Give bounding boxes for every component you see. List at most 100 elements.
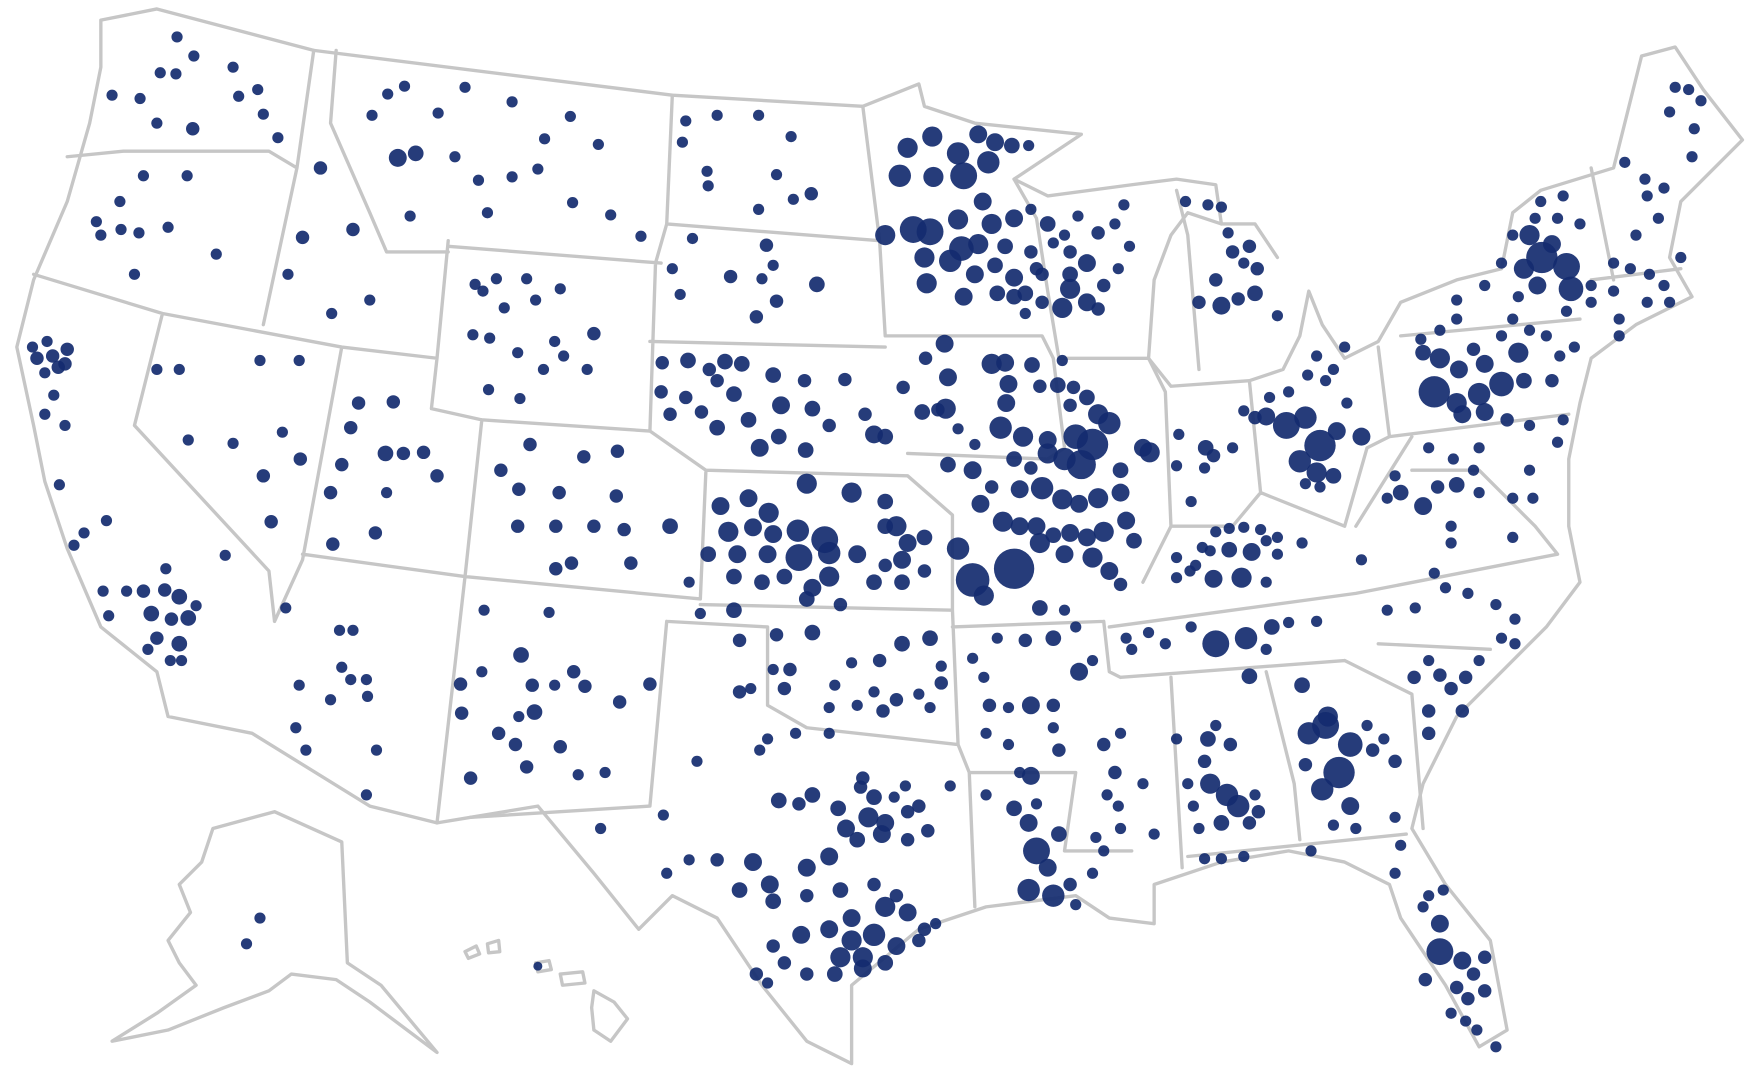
bubble-marker	[254, 912, 266, 924]
bubble-marker	[1421, 726, 1436, 741]
bubble-marker	[1250, 261, 1264, 276]
bubble-marker	[1554, 350, 1566, 362]
bubble-marker	[1170, 572, 1183, 584]
bubble-marker	[1187, 800, 1199, 812]
bubble-marker	[967, 652, 979, 664]
bubble-marker	[924, 701, 936, 714]
bubble-marker	[1210, 719, 1222, 732]
bubble-marker	[1225, 245, 1240, 259]
bubble-marker	[1417, 901, 1429, 913]
bubble-marker	[1529, 212, 1541, 224]
bubble-marker	[783, 662, 797, 677]
bubble-marker	[1052, 743, 1066, 757]
bubble-marker	[1006, 451, 1022, 467]
bubble-marker	[683, 576, 695, 588]
bubble-marker	[142, 643, 154, 655]
bubble-marker	[1455, 704, 1470, 718]
bubble-marker	[1479, 279, 1491, 292]
bubble-marker	[694, 607, 706, 620]
bubble-marker	[162, 221, 174, 233]
bubble-marker	[1223, 737, 1238, 752]
bubble-marker	[39, 408, 51, 420]
bubble-marker	[796, 473, 817, 494]
bubble-marker	[30, 351, 44, 365]
bubble-marker	[894, 635, 910, 652]
bubble-marker	[772, 396, 790, 415]
bubble-marker	[849, 831, 866, 848]
bubble-marker	[100, 515, 113, 527]
bubble-marker	[726, 568, 742, 585]
bubble-marker	[982, 698, 997, 713]
bubble-marker	[1686, 151, 1698, 163]
bubble-marker	[744, 853, 762, 872]
bubble-marker	[1528, 276, 1547, 295]
bubble-marker	[90, 216, 102, 228]
bubble-marker	[756, 273, 768, 285]
bubble-marker	[1475, 354, 1494, 373]
bubble-marker	[981, 353, 1002, 374]
bubble-marker	[1453, 405, 1472, 424]
bubble-marker	[666, 263, 678, 275]
bubble-marker	[513, 647, 529, 663]
bubble-marker	[1090, 831, 1102, 844]
bubble-marker	[1202, 199, 1214, 211]
bubble-marker	[1311, 615, 1323, 627]
bubble-marker	[151, 117, 163, 129]
bubble-marker	[484, 332, 496, 344]
bubble-marker	[1430, 480, 1445, 494]
bubble-marker	[1086, 654, 1099, 667]
bubble-marker	[388, 148, 407, 167]
bubble-marker	[326, 537, 340, 551]
bubble-marker	[360, 789, 373, 801]
bubble-marker	[800, 888, 814, 903]
bubble-marker	[1193, 822, 1205, 835]
bubble-marker	[1447, 453, 1459, 465]
bubble-marker	[143, 605, 160, 622]
bubble-marker	[764, 525, 783, 543]
bubble-marker	[1086, 867, 1099, 879]
bubble-marker	[1242, 816, 1257, 830]
bubble-marker	[900, 804, 915, 819]
bubble-marker	[1192, 295, 1206, 310]
bubble-marker	[980, 727, 992, 739]
bubble-marker	[1467, 382, 1491, 406]
bubble-marker	[510, 519, 525, 533]
bubble-marker	[1046, 698, 1061, 713]
bubble-marker	[364, 294, 376, 306]
bubble-marker	[1507, 531, 1519, 543]
bubble-marker	[549, 335, 561, 348]
bubble-marker	[1418, 376, 1450, 408]
bubble-marker	[786, 519, 810, 542]
bubble-marker	[1415, 333, 1427, 345]
bubble-marker	[1466, 342, 1481, 357]
bubble-marker	[1663, 296, 1676, 308]
bubble-marker	[1688, 123, 1700, 135]
bubble-marker	[1574, 218, 1586, 230]
bubble-marker	[1005, 209, 1024, 228]
bubble-marker	[1238, 405, 1250, 417]
bubble-marker	[1392, 484, 1409, 501]
bubble-marker	[917, 564, 932, 578]
bubble-marker	[58, 357, 72, 371]
bubble-marker	[946, 142, 970, 165]
bubble-marker	[128, 268, 141, 280]
bubble-marker	[1255, 523, 1267, 536]
bubble-marker	[1251, 804, 1266, 819]
bubble-marker	[1453, 951, 1472, 970]
bubble-marker	[977, 151, 1000, 174]
bubble-marker	[1198, 853, 1211, 865]
bubble-marker	[467, 329, 479, 341]
bubble-marker	[1035, 267, 1049, 282]
bubble-marker	[581, 363, 593, 376]
bubble-marker	[862, 923, 886, 947]
bubble-marker	[1098, 845, 1110, 857]
bubble-marker	[549, 679, 561, 691]
bubble-marker	[1030, 798, 1043, 810]
bubble-marker	[1523, 324, 1536, 336]
bubble-marker	[1302, 369, 1314, 381]
bubble-marker	[1695, 95, 1707, 107]
bubble-marker	[171, 635, 188, 652]
bubble-marker	[1381, 604, 1393, 616]
bubble-marker	[360, 673, 373, 686]
